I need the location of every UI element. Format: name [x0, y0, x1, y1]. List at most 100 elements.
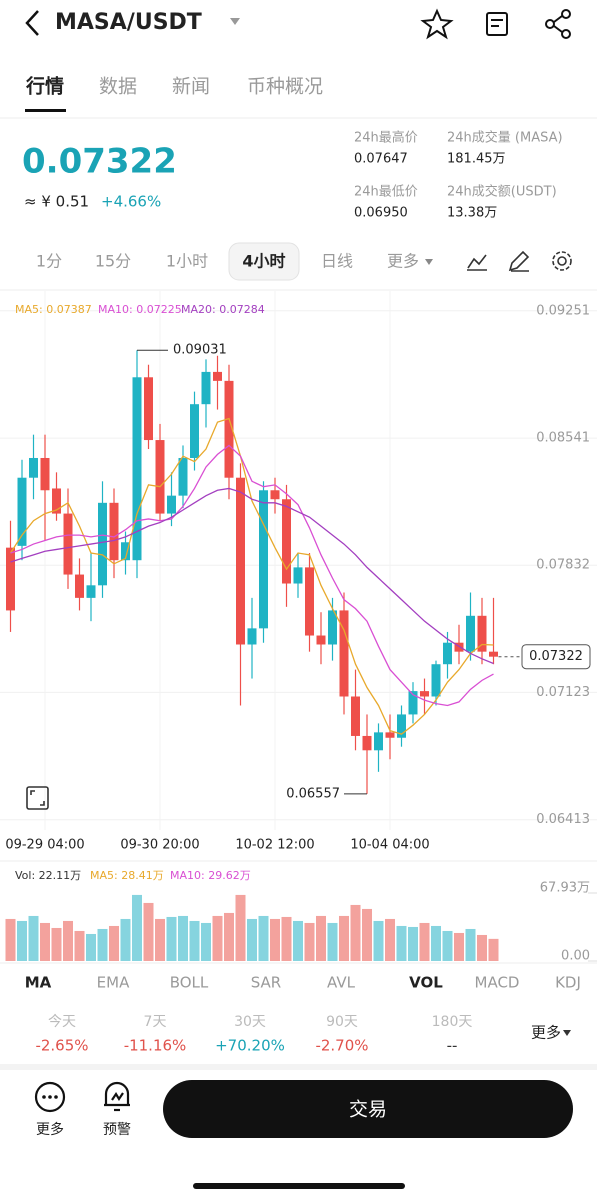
expand-icon[interactable] [26, 786, 49, 810]
draw-icon[interactable] [508, 250, 530, 272]
performance-more[interactable]: 更多 [531, 1024, 561, 1042]
candle-body [52, 488, 61, 514]
volume-bar [270, 918, 280, 961]
volume-bar [396, 925, 407, 961]
ma-line [10, 487, 494, 665]
note-icon[interactable] [486, 12, 508, 36]
candle-body [431, 664, 441, 697]
volume-bar [97, 928, 108, 961]
period-label: 今天 [48, 1014, 76, 1030]
alert-icon[interactable] [104, 1081, 130, 1112]
more-dropdown[interactable] [425, 259, 433, 265]
last-price-label: 0.07322 [529, 649, 583, 664]
candle-body [374, 732, 383, 751]
tab[interactable]: 行情 [25, 75, 64, 98]
candle-body [190, 404, 199, 458]
candle-body [155, 440, 165, 514]
volume-bar [74, 930, 85, 961]
indicator-tab[interactable]: KDJ [555, 974, 581, 992]
volume-bar [86, 933, 96, 961]
pair-dropdown[interactable] [230, 18, 240, 25]
volume-bar [362, 908, 372, 961]
volume-bar [132, 894, 142, 961]
volume-bar [373, 920, 384, 961]
candle-body [63, 513, 73, 575]
stat-value: 0.07647 [354, 152, 408, 167]
more-icon[interactable] [34, 1081, 66, 1113]
trade-button[interactable] [163, 1080, 573, 1138]
pair-title[interactable]: MASA/USDT [55, 10, 202, 35]
indicator-tab[interactable]: MA [25, 974, 52, 992]
trade-label[interactable]: 交易 [349, 1099, 387, 1121]
indicator-tab[interactable]: SAR [251, 974, 281, 992]
cny-price: ≈ ¥ 0.51 [24, 193, 89, 211]
candle-body [29, 457, 38, 478]
timeframe[interactable]: 更多 [387, 252, 419, 271]
share-icon[interactable] [545, 9, 571, 39]
timeframe[interactable]: 1分 [36, 252, 62, 271]
volume-bar [212, 915, 223, 961]
legend-entry: MA20: 0.07284 [181, 303, 265, 316]
candle-body [477, 615, 487, 652]
candle-body [385, 732, 395, 738]
period-change: -11.16% [124, 1037, 187, 1055]
candle-body [6, 547, 15, 611]
low-annotation: 0.06557 [286, 786, 340, 801]
indicator-tab[interactable]: EMA [97, 974, 130, 992]
candle-body [98, 502, 107, 586]
more-label[interactable]: 更多 [36, 1121, 64, 1138]
bottom-shadow [0, 1064, 597, 1070]
candle-body [86, 585, 96, 598]
change-24h: +4.66% [101, 193, 161, 211]
y-tick-label: 0.00 [561, 949, 590, 964]
candle-body [247, 628, 257, 645]
indicator-tab[interactable]: MACD [475, 974, 520, 992]
tab-underline [25, 109, 66, 112]
volume-bar [143, 902, 154, 961]
volume-bar [178, 915, 188, 961]
period-change: -2.65% [35, 1037, 88, 1055]
volume-bar [155, 918, 165, 961]
candle-body [316, 635, 326, 645]
candle-body [270, 490, 280, 500]
alert-label[interactable]: 预警 [103, 1122, 131, 1138]
tab[interactable]: 币种概况 [247, 76, 323, 98]
candle-body [17, 477, 27, 546]
timeframe[interactable]: 日线 [321, 252, 353, 271]
star-icon[interactable] [420, 8, 454, 40]
settings-icon[interactable] [552, 251, 572, 271]
high-annotation: 0.09031 [173, 343, 227, 358]
home-indicator [193, 1183, 405, 1189]
volume-bar [339, 915, 349, 961]
indicator-tab[interactable]: BOLL [170, 974, 209, 992]
candle-body [328, 610, 337, 645]
candle-body [489, 651, 498, 657]
candle-body [293, 567, 303, 584]
tab[interactable]: 新闻 [172, 76, 210, 98]
back-icon[interactable] [25, 10, 39, 36]
line-chart-icon[interactable] [467, 254, 487, 271]
period-change: -2.70% [315, 1037, 368, 1055]
candle-body [109, 502, 119, 561]
tab[interactable]: 数据 [99, 76, 137, 98]
indicator-tab[interactable]: VOL [409, 974, 443, 992]
timeframe[interactable]: 1小时 [166, 252, 208, 271]
candle-body [213, 371, 222, 381]
candle-body [40, 457, 50, 491]
volume-bar [235, 894, 246, 961]
last-price-box [521, 644, 591, 670]
y-tick-label: 0.07832 [536, 558, 590, 573]
candle-body [420, 691, 429, 697]
volume-bar [40, 922, 50, 961]
stat-value: 181.45万 [447, 152, 506, 167]
timeframe[interactable]: 4小时 [242, 252, 285, 271]
candle-body [259, 490, 268, 629]
more-dropdown[interactable] [563, 1030, 571, 1036]
candle-body [454, 642, 464, 652]
y-tick-label: 67.93万 [540, 881, 590, 896]
timeframe[interactable]: 15分 [95, 252, 131, 271]
candle-body [339, 610, 349, 697]
indicator-tab[interactable]: AVL [327, 974, 356, 992]
x-tick-label: 10-04 04:00 [350, 838, 429, 853]
candle-body [224, 380, 234, 478]
